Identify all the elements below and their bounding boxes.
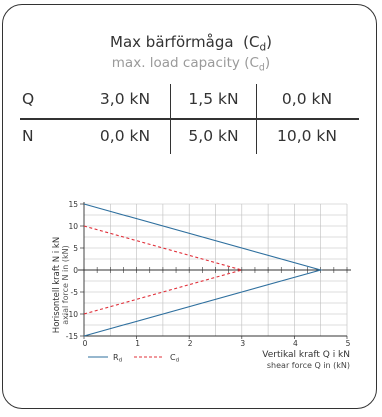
y-axis-label-swedish: Horisontell kraft N i kN [52,237,62,333]
series-line-rd [83,203,323,337]
cell-q-3: 0,0 kN [281,90,333,108]
x-tick-label: 0 [83,339,88,348]
y-axis-label-english: axial force N in (kN) [61,245,70,324]
table-column-divider [256,84,258,154]
table-column-divider [170,84,172,154]
cell-q-2: 1,5 kN [188,90,239,108]
x-tick-label: 4 [293,339,298,348]
y-tick-label: -10 [66,310,78,319]
x-axis-label-swedish: Vertikal kraft Q i kN [262,350,350,360]
x-tick-label: 1 [135,339,140,348]
y-tick-label: 15 [68,200,78,209]
x-axis-label-english: shear force Q in (kN) [267,361,350,370]
y-tick-label: -5 [71,288,79,297]
y-tick-label: 10 [68,222,78,231]
legend-cd-label: Cd [170,353,179,364]
row-label-n: N [22,127,34,145]
cell-n-3: 10,0 kN [276,127,337,145]
y-tick-label: 0 [73,266,78,275]
x-tick-label: 5 [346,339,351,348]
x-tick-label: 2 [188,339,193,348]
title-swedish: Max bärförmåga (Cd) [110,33,272,54]
capacity-card [2,4,377,409]
cell-n-1: 0,0 kN [99,127,151,145]
row-label-q: Q [22,90,35,108]
title-english: max. load capacity (Cd) [111,55,271,74]
legend-rd-label: Rd [113,353,122,364]
table-divider [20,118,359,120]
y-tick-label: 5 [73,244,78,253]
x-tick-label: 3 [240,339,245,348]
y-tick-label: -15 [66,332,78,341]
cell-q-1: 3,0 kN [99,90,151,108]
cell-n-2: 5,0 kN [188,127,239,145]
